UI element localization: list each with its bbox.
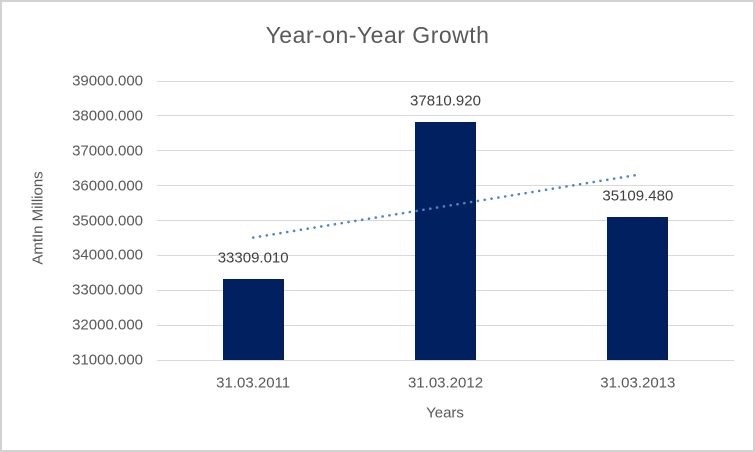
- bar-31.03.2013[interactable]: [607, 216, 669, 360]
- y-axis-tick-label: 37000.000: [72, 142, 143, 160]
- x-axis-category-label: 31.03.2011: [216, 374, 291, 392]
- y-axis-tick-label: 32000.000: [72, 316, 143, 334]
- bar-31.03.2011[interactable]: [222, 279, 284, 360]
- bar-value-label: 37810.920: [410, 92, 481, 110]
- x-axis-title: Years: [426, 404, 464, 422]
- bar-31.03.2012[interactable]: [415, 122, 476, 360]
- x-axis-category-label: 31.03.2013: [600, 374, 676, 392]
- y-axis-tick-label: 38000.000: [72, 107, 143, 125]
- bar-value-label: 35109.480: [602, 187, 674, 205]
- chart-title: Year-on-Year Growth: [265, 22, 490, 48]
- y-axis-tick-label: 35000.000: [72, 212, 143, 229]
- gridline: [157, 80, 734, 82]
- y-axis-tick-label: 39000.000: [72, 72, 143, 90]
- x-axis-category-label: 31.03.2012: [407, 374, 484, 392]
- y-axis-tick-label: 36000.000: [72, 177, 143, 195]
- y-axis-tick-label: 31000.000: [72, 351, 143, 369]
- y-axis-tick-label: 34000.000: [72, 246, 143, 264]
- y-axis-tick-label: 33000.000: [72, 281, 143, 299]
- gridline: [157, 115, 734, 117]
- bar-value-label: 33309.010: [217, 249, 289, 267]
- gridline: [157, 359, 734, 361]
